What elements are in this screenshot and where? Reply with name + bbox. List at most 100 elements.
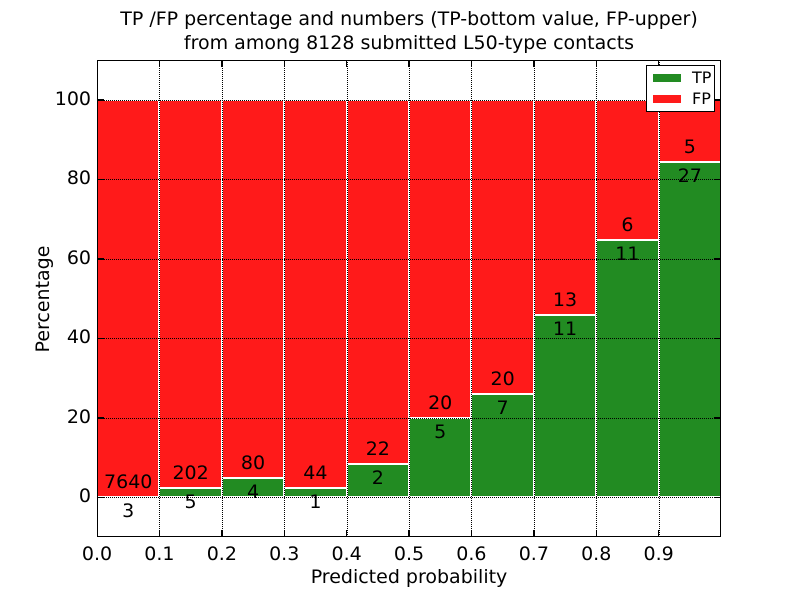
y-tick-mark-left (97, 417, 104, 419)
y-tick-label: 0 (78, 485, 91, 508)
plot-area: TP FP 7640 3 202 5 80 4 44 1 22 2 20 5 20 7 13 11 6 11 5 27 (97, 60, 721, 537)
gridline-horizontal (97, 497, 721, 499)
bar-tp-count-label: 3 (122, 500, 135, 523)
y-tick-mark-left (97, 178, 104, 181)
x-tick-label: 0.5 (393, 543, 425, 565)
x-tick-label: 0.4 (331, 543, 362, 565)
x-tick-mark-bottom (345, 530, 348, 537)
x-tick-mark-bottom (408, 530, 410, 537)
gridline-horizontal (97, 179, 721, 181)
legend-label-fp: FP (692, 89, 711, 108)
bar-segment-fp (221, 99, 285, 479)
x-tick-label: 0.0 (81, 543, 113, 565)
x-tick-label: 0.3 (269, 543, 300, 565)
bar-segment-fp (284, 99, 347, 489)
bar-segment-tp (409, 417, 472, 498)
x-tick-label: 0.7 (518, 543, 549, 565)
y-tick-mark-left (97, 99, 104, 101)
legend-entry-fp: FP (653, 91, 714, 107)
gridline-horizontal (97, 417, 721, 419)
bar-segment-fp (97, 99, 160, 498)
x-tick-mark-top (595, 60, 597, 67)
gridline-vertical (284, 60, 286, 537)
legend-entry-tp: TP (653, 70, 714, 86)
y-tick-mark-left (97, 258, 104, 260)
x-tick-mark-bottom (533, 530, 535, 537)
y-tick-label: 40 (66, 326, 91, 349)
bar-fp-count-label: 80 (240, 452, 266, 475)
gridline-horizontal (97, 99, 721, 101)
x-tick-mark-top (283, 60, 285, 67)
bar-fp-count-label: 44 (303, 462, 328, 485)
bar-fp-count-label: 7640 (104, 471, 153, 494)
x-tick-mark-bottom (657, 530, 660, 537)
x-tick-mark-top (470, 60, 473, 67)
chart-title-line2: from among 8128 submitted L50-type conta… (183, 32, 635, 54)
bar-tp-count-label: 1 (309, 491, 322, 514)
bar-fp-count-label: 13 (552, 289, 578, 312)
x-tick-mark-bottom (158, 530, 161, 537)
bar-segment-tp (596, 240, 659, 498)
legend-swatch-tp-icon (653, 74, 681, 82)
gridline-vertical (471, 60, 473, 537)
y-tick-mark-right (714, 496, 721, 499)
bar-fp-count-label: 20 (490, 368, 515, 391)
bar-tp-count-label: 4 (246, 481, 260, 504)
y-tick-mark-right (714, 178, 721, 181)
bar-segment-fp (596, 99, 659, 241)
bar-segment-fp (159, 99, 222, 488)
gridline-vertical (596, 60, 598, 537)
legend: TP FP (646, 65, 715, 112)
y-tick-mark-right (714, 258, 721, 260)
y-tick-mark-left (97, 496, 104, 499)
x-tick-label: 0.2 (206, 543, 237, 565)
y-tick-label: 80 (66, 167, 91, 190)
y-tick-mark-right (714, 99, 721, 101)
y-tick-label: 100 (54, 87, 91, 110)
y-tick-label: 20 (66, 405, 91, 428)
x-tick-mark-top (158, 60, 161, 67)
y-tick-label: 60 (66, 246, 91, 269)
x-tick-label: 0.1 (144, 543, 175, 565)
bar-tp-count-label: 27 (677, 164, 702, 187)
bar-tp-count-label: 5 (184, 490, 197, 513)
legend-swatch-fp-icon (653, 95, 681, 103)
x-tick-label: 0.9 (643, 543, 674, 565)
gridline-horizontal (97, 258, 721, 260)
y-tick-mark-right (714, 417, 721, 419)
x-tick-label: 0.8 (581, 543, 612, 565)
bar-segment-fp (471, 99, 534, 395)
x-tick-mark-top (408, 60, 410, 67)
bar-tp-count-label: 2 (371, 467, 384, 490)
y-tick-mark-right (714, 337, 721, 340)
gridline-horizontal (97, 338, 721, 340)
x-tick-mark-bottom (221, 530, 223, 537)
x-tick-mark-top (533, 60, 535, 67)
bar-tp-count-label: 7 (496, 397, 509, 420)
bar-segment-tp (533, 315, 597, 498)
chart-title-line1: TP /FP percentage and numbers (TP-bottom… (120, 8, 698, 30)
bar-segment-fp (533, 99, 597, 316)
gridline-vertical (533, 60, 535, 537)
bar-segment-tp (658, 161, 721, 498)
x-axis-label: Predicted probability (310, 566, 508, 588)
x-tick-mark-top (345, 60, 348, 67)
bar-fp-count-label: 202 (172, 461, 209, 484)
x-tick-mark-bottom (283, 530, 285, 537)
bar-fp-count-label: 22 (365, 438, 390, 461)
bar-segment-tp (346, 464, 409, 498)
bar-tp-count-label: 11 (552, 318, 578, 341)
gridline-vertical (221, 60, 223, 537)
x-tick-mark-bottom (595, 530, 597, 537)
x-tick-mark-top (221, 60, 223, 67)
gridline-vertical (159, 60, 161, 537)
bar-tp-count-label: 5 (434, 420, 447, 443)
bar-fp-count-label: 20 (428, 391, 453, 414)
bar-fp-count-label: 5 (683, 135, 696, 158)
x-tick-mark-bottom (470, 530, 473, 537)
gridline-vertical (658, 60, 660, 537)
legend-label-tp: TP (692, 68, 712, 87)
y-tick-mark-left (97, 337, 104, 340)
chart-title: TP /FP percentage and numbers (TP-bottom… (97, 7, 721, 55)
